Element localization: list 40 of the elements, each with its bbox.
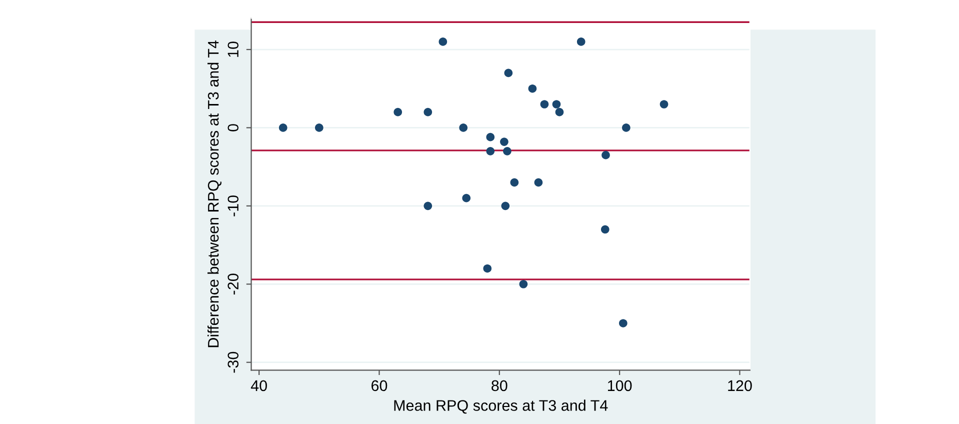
point [602,150,610,160]
y-tick-label: -10 [228,195,239,216]
point [486,132,495,142]
point [576,38,586,46]
point [483,264,492,273]
point [462,194,471,202]
point [424,202,432,210]
point [500,138,508,146]
point [528,84,537,93]
point [619,319,628,328]
point [314,124,324,132]
point [540,100,549,108]
y-tick-label: -20 [228,274,239,294]
x-axis-title: Mean RPQ scores at T3 and T4 [394,400,608,414]
point [438,38,448,46]
point [424,108,432,116]
x-tick-label: 80 [492,380,508,392]
point [622,124,630,132]
point [552,100,561,108]
point [459,124,468,132]
point [555,108,564,116]
point [660,100,668,108]
point [534,178,543,187]
point [504,68,513,78]
point [486,147,495,156]
point [278,124,288,132]
point [503,147,512,156]
y-tick-label: 0 [228,124,239,132]
y-tick-label: -30 [228,352,239,373]
x-tick-label: 120 [728,380,752,392]
x-tick-label: 100 [608,380,632,392]
x-tick-label: 60 [372,380,388,392]
point [510,178,519,187]
y-axis-title: Difference between RPQ scores at T3 and T4 [207,40,222,348]
point [394,108,402,116]
point [519,280,528,288]
x-tick-label: 40 [250,380,267,392]
y-tick-label: 10 [228,42,239,57]
point [501,202,510,210]
point [600,225,610,234]
